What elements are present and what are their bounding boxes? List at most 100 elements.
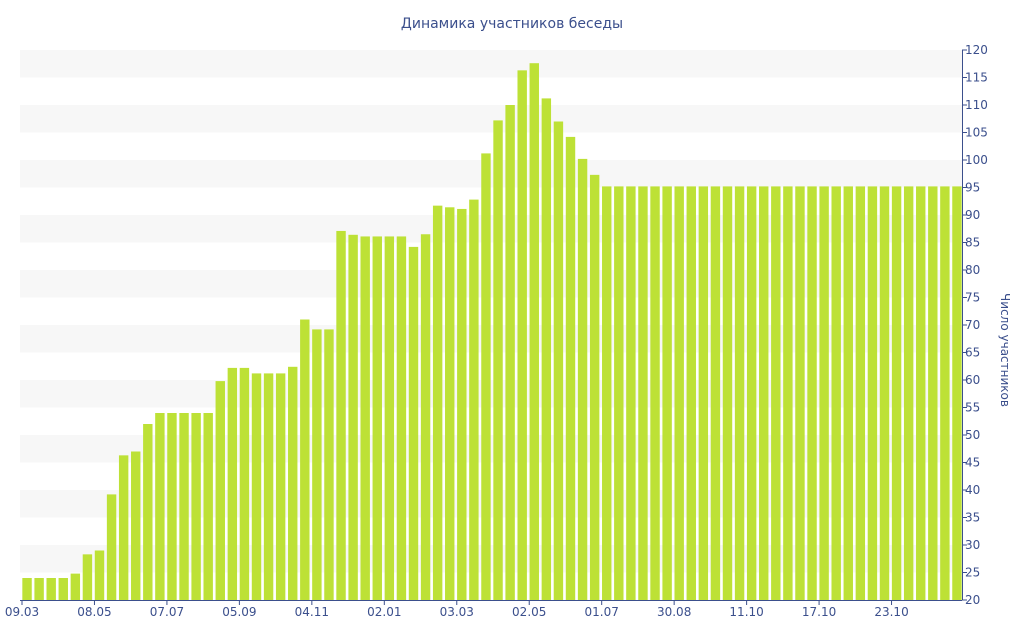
bar (179, 413, 189, 600)
y-tick-label: 80 (965, 263, 980, 277)
bar (457, 208, 467, 600)
grid-band (20, 50, 962, 78)
x-tick-label: 03.03 (440, 605, 474, 619)
bar (819, 186, 829, 600)
bar (481, 153, 491, 600)
y-tick-label: 110 (965, 98, 988, 112)
bar (638, 186, 648, 600)
bar (626, 186, 636, 600)
grid-band (20, 105, 962, 133)
bar (541, 98, 552, 601)
y-tick-label: 105 (965, 126, 988, 140)
bar (843, 186, 853, 600)
y-axis-title: Число участников (998, 293, 1012, 407)
x-tick-label: 07.07 (150, 605, 184, 619)
x-tick-label: 23.10 (874, 605, 908, 619)
bar (867, 186, 878, 600)
bar (432, 205, 443, 600)
bar (384, 236, 395, 600)
bar (759, 186, 769, 600)
y-tick-label: 120 (965, 43, 988, 57)
bar (34, 578, 44, 600)
bar (928, 186, 938, 600)
bar (263, 373, 274, 600)
bar (70, 573, 81, 600)
bar (155, 413, 165, 600)
bar (215, 381, 225, 600)
bar (807, 186, 817, 600)
bar (940, 186, 950, 600)
bar (203, 413, 213, 600)
bar (614, 186, 624, 600)
x-tick-label: 08.05 (77, 605, 111, 619)
y-tick-label: 70 (965, 318, 980, 332)
y-tick-label: 40 (965, 483, 980, 497)
bar (734, 186, 745, 600)
bar (445, 207, 455, 601)
x-tick-label: 09.03 (5, 605, 39, 619)
x-tick-label: 01.07 (585, 605, 619, 619)
bar (131, 451, 141, 600)
bar (251, 373, 262, 600)
bar (493, 120, 503, 601)
bar (469, 199, 479, 600)
bar (191, 413, 201, 600)
bar (952, 186, 962, 600)
bar (710, 186, 721, 600)
chart-title: Динамика участников беседы (401, 16, 623, 32)
bar (916, 186, 926, 600)
bar (396, 236, 407, 600)
y-tick-label: 60 (965, 373, 980, 387)
bar (324, 329, 334, 600)
y-tick-label: 95 (965, 181, 980, 195)
bar (336, 230, 346, 600)
y-tick-label: 30 (965, 538, 980, 552)
bar (227, 367, 238, 600)
bar (698, 186, 709, 600)
bar (589, 174, 600, 600)
bar (94, 550, 105, 600)
bar (529, 63, 539, 600)
x-tick-label: 05.09 (222, 605, 256, 619)
y-axis-ticks: 20 25 30 35 40 45 50 55 60 65 70 75 80 85 90 95 100 105 11… (962, 43, 988, 607)
bar (505, 105, 515, 600)
x-axis-ticks: 09.03 08.05 07.07 05.09 04.11 02.01 03.03 02.05… (5, 600, 909, 619)
bar (408, 246, 419, 600)
bar (239, 367, 250, 600)
y-tick-label: 85 (965, 236, 980, 250)
bar (300, 319, 310, 600)
y-tick-label: 25 (965, 566, 980, 580)
bar (577, 158, 588, 600)
bar (565, 136, 576, 600)
y-tick-label: 35 (965, 511, 980, 525)
x-tick-label: 02.01 (367, 605, 401, 619)
y-tick-label: 65 (965, 346, 980, 360)
bar (106, 494, 117, 600)
bar (82, 554, 93, 600)
grid-band (20, 325, 962, 353)
bar (674, 186, 684, 600)
bar (167, 413, 177, 600)
bar (58, 578, 68, 600)
bar (903, 186, 914, 600)
grid-band (20, 160, 962, 188)
bar (22, 578, 32, 600)
bar (118, 455, 129, 600)
bar (348, 234, 358, 601)
grid-band (20, 545, 962, 573)
bar (783, 186, 793, 600)
y-tick-label: 90 (965, 208, 980, 222)
y-tick-label: 20 (965, 593, 980, 607)
bar (602, 186, 612, 600)
bar (831, 186, 841, 600)
x-tick-label: 04.11 (295, 605, 329, 619)
bar (517, 70, 527, 601)
x-tick-label: 30.08 (657, 605, 691, 619)
grid-band (20, 215, 962, 243)
bar (46, 578, 56, 600)
bar (795, 186, 805, 600)
y-tick-label: 50 (965, 428, 980, 442)
bar (420, 234, 431, 600)
bar (771, 186, 781, 600)
